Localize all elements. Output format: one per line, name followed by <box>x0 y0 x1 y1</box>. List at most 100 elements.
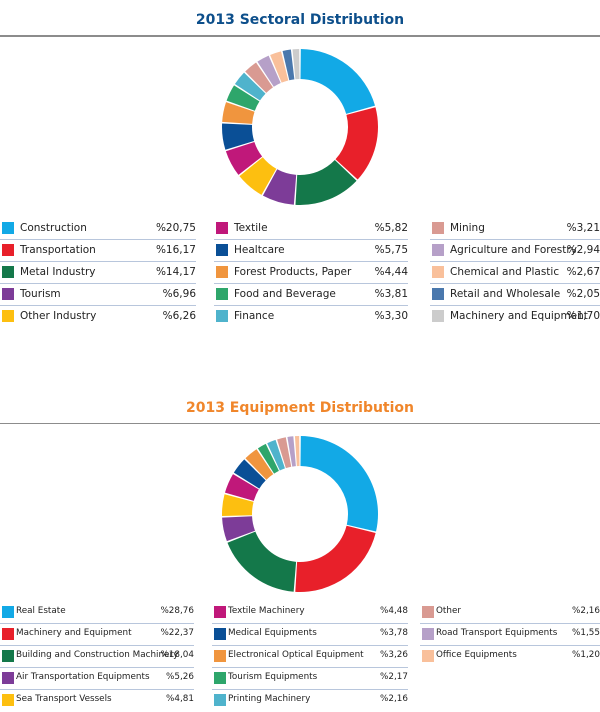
legend-label: Medical Equipments <box>228 628 317 638</box>
legend-swatch <box>216 222 228 234</box>
legend-column: Construction %20,75 Transportation %16,17 Me… <box>0 218 196 328</box>
legend-label: Textile <box>234 222 268 234</box>
legend-label: Printing Machinery <box>228 694 311 704</box>
legend-value: %20,75 <box>155 222 196 234</box>
legend-label: Tourism Equipments <box>228 672 318 682</box>
legend-value: %3,21 <box>566 222 600 234</box>
legend-value: %28,76 <box>160 606 194 616</box>
legend-swatch <box>216 244 228 256</box>
legend-column: Real Estate %28,76 Machinery and Equipment… <box>0 602 194 712</box>
legend-value: %4,81 <box>166 694 194 704</box>
legend-item-tourism-equipments: Tourism Equipments %2,17 <box>212 668 408 690</box>
legend-item-other-industry: Other Industry %6,26 <box>0 306 196 328</box>
legend-item-agriculture-and-forestry: Agriculture and Forestry %2,94 <box>430 240 600 262</box>
legend-item-machinery-and-equipment: Machinery and Equipment %22,37 <box>0 624 194 646</box>
legend-value: %2,94 <box>566 244 600 256</box>
legend-swatch <box>214 628 226 640</box>
donut-slice-other-industry <box>239 157 277 195</box>
legend-item-machinery-and-equipment: Machinery and Equipment %1,70 <box>430 306 600 328</box>
legend-column: Mining %3,21 Agriculture and Forestry %2,94… <box>430 218 600 328</box>
donut-slice-machinery-and-equipment <box>295 525 376 592</box>
legend-value: %3,30 <box>374 310 408 322</box>
legend-value: %1,55 <box>572 628 600 638</box>
legend-label: Retail and Wholesale <box>450 288 561 300</box>
legend-swatch <box>432 244 444 256</box>
legend-item-tourism: Tourism %6,96 <box>0 284 196 306</box>
legend-value: %2,05 <box>566 288 600 300</box>
legend-item-food-and-beverage: Food and Beverage %3,81 <box>214 284 408 306</box>
donut-slice-metal-industry <box>295 160 357 205</box>
donut-slice-retail-and-wholesale <box>282 49 295 81</box>
legend-label: Transportation <box>20 244 96 256</box>
donut-slice-machinery-and-equipment <box>292 49 300 80</box>
legend-label: Chemical and Plastic <box>450 266 560 278</box>
legend-label: Food and Beverage <box>234 288 336 300</box>
legend-item-textile-machinery: Textile Machinery %4,48 <box>212 602 408 624</box>
legend-swatch <box>214 672 226 684</box>
legend-item-medical-equipments: Medical Equipments %3,78 <box>212 624 408 646</box>
legend-label: Agriculture and Forestry <box>450 244 577 256</box>
legend-value: %5,82 <box>374 222 408 234</box>
legend-swatch <box>422 628 434 640</box>
legend-label: Machinery and Equipment <box>16 628 132 638</box>
legend-swatch <box>214 694 226 706</box>
legend-label: Textile Machinery <box>228 606 305 616</box>
equipment-distribution-section: 2013 Equipment Distribution Real Estate%… <box>0 388 600 712</box>
legend-swatch <box>2 606 14 618</box>
legend-value: %6,26 <box>162 310 196 322</box>
legend-label: Other <box>436 606 461 616</box>
title-divider <box>0 35 600 37</box>
legend-label: Construction <box>20 222 87 234</box>
legend-swatch <box>432 266 444 278</box>
legend-label: Road Transport Equipments <box>436 628 558 638</box>
legend-label: Electronical Optical Equipment <box>228 650 364 660</box>
donut-slice-road-transport-equipments <box>287 436 296 467</box>
donut-slice-sea-transport-vessels <box>222 494 254 516</box>
legend-label: Tourism <box>20 288 61 300</box>
legend-swatch <box>214 650 226 662</box>
donut-slice-construction <box>300 49 376 114</box>
donut-slice-medical-equipments <box>233 459 266 489</box>
legend-label: Finance <box>234 310 275 322</box>
legend-item-mining: Mining %3,21 <box>430 218 600 240</box>
donut-slice-finance <box>234 72 266 101</box>
legend-item-building-and-construction-machinery: Building and Construction Machinery %18,0… <box>0 646 194 668</box>
donut-slice-electronical-optical-equipment <box>245 449 274 480</box>
legend-swatch <box>216 266 228 278</box>
legend-value: %14,17 <box>155 266 196 278</box>
legend-item-forest-products-paper: Forest Products, Paper %4,44 <box>214 262 408 284</box>
chart-title: 2013 Sectoral Distribution <box>195 12 405 28</box>
chart-title: 2013 Equipment Distribution <box>185 400 415 416</box>
donut-slice-textile <box>225 141 263 175</box>
donut-slice-building-and-construction-machinery <box>227 531 297 592</box>
legend-swatch <box>432 310 444 322</box>
sectoral-donut-chart <box>222 49 378 205</box>
legend-swatch <box>2 288 14 300</box>
donut-slice-chemical-and-plastic <box>270 51 289 83</box>
legend-column: Other %2,16 Road Transport Equipments %1,55… <box>420 602 600 668</box>
legend-swatch <box>2 244 14 256</box>
legend-swatch <box>216 310 228 322</box>
donut-slice-mining <box>245 62 273 93</box>
legend-value: %1,20 <box>572 650 600 660</box>
legend-swatch <box>2 222 14 234</box>
legend-label: Mining <box>450 222 485 234</box>
donut-slice-real-estate <box>300 436 378 532</box>
legend-label: Healtcare <box>234 244 285 256</box>
legend-value: %3,78 <box>380 628 408 638</box>
donut-slice-printing-machinery <box>267 439 285 471</box>
legend-value: %22,37 <box>160 628 194 638</box>
legend-value: %2,16 <box>572 606 600 616</box>
sectoral-distribution-section: 2013 Sectoral Distribution Construction%… <box>0 12 600 328</box>
legend-swatch <box>432 222 444 234</box>
donut-slice-agriculture-and-forestry <box>257 55 281 87</box>
legend-item-construction: Construction %20,75 <box>0 218 196 240</box>
legend-column: Textile %5,82 Healtcare %5,75 Forest Product… <box>214 218 408 328</box>
legend-item-real-estate: Real Estate %28,76 <box>0 602 194 624</box>
legend-item-healtcare: Healtcare %5,75 <box>214 240 408 262</box>
legend-item-sea-transport-vessels: Sea Transport Vessels %4,81 <box>0 690 194 712</box>
legend-item-office-equipments: Office Equipments %1,20 <box>420 646 600 668</box>
donut-slice-office-equipments <box>294 436 300 467</box>
donut-slice-air-transportation-equipments <box>222 516 256 542</box>
